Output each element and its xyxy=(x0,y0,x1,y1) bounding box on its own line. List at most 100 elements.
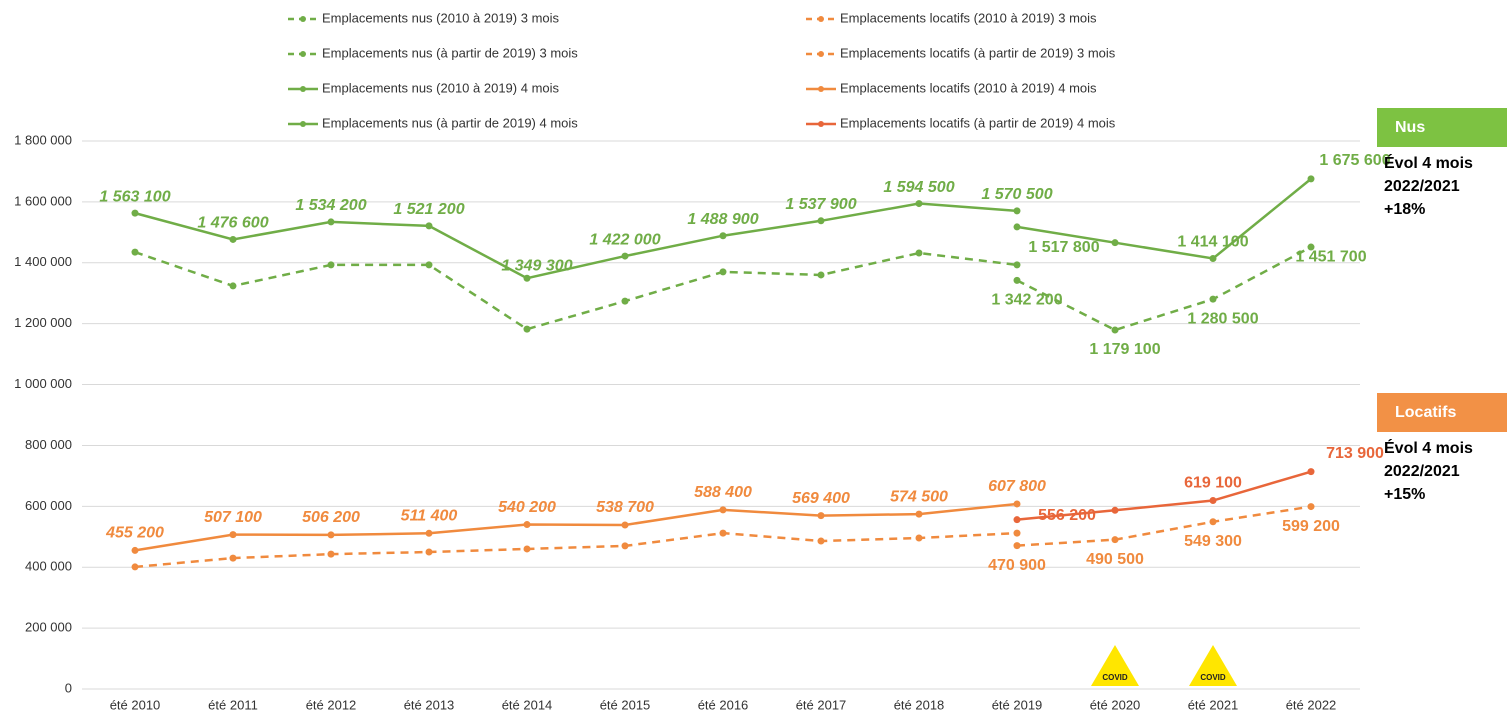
legend-label: Emplacements nus (2010 à 2019) 3 mois xyxy=(322,10,560,25)
data-label: 1 537 900 xyxy=(785,196,856,213)
y-tick-label: 1 200 000 xyxy=(14,315,72,330)
data-label: 607 800 xyxy=(988,478,1046,495)
data-point xyxy=(1307,468,1315,476)
data-label: 1 563 100 xyxy=(99,188,170,205)
data-point xyxy=(1111,536,1119,544)
note-line: Évol 4 mois xyxy=(1384,438,1473,457)
data-label: 1 594 500 xyxy=(883,179,954,196)
data-point xyxy=(425,261,433,269)
y-tick-label: 1 400 000 xyxy=(14,254,72,269)
data-point xyxy=(523,274,531,282)
note-title: Nus xyxy=(1395,119,1425,136)
data-point xyxy=(1013,261,1021,269)
data-point xyxy=(1013,516,1021,524)
data-label: 540 200 xyxy=(498,499,556,516)
data-point xyxy=(1307,243,1315,251)
data-point xyxy=(131,563,139,571)
series-line xyxy=(134,250,1018,331)
x-tick-label: été 2013 xyxy=(404,697,455,712)
x-tick-label: été 2014 xyxy=(502,697,553,712)
data-label: 490 500 xyxy=(1086,551,1144,568)
data-point xyxy=(719,232,727,240)
data-point xyxy=(621,252,629,260)
data-point xyxy=(523,325,531,333)
y-tick-label: 1 600 000 xyxy=(14,193,72,208)
data-point xyxy=(817,537,825,545)
data-label: 511 400 xyxy=(401,508,458,525)
data-point xyxy=(1013,207,1021,215)
data-point xyxy=(817,271,825,279)
data-label: 713 900 xyxy=(1326,445,1384,462)
data-point xyxy=(719,268,727,276)
data-point xyxy=(1307,175,1315,183)
y-tick-label: 200 000 xyxy=(25,620,72,635)
note-box xyxy=(1377,393,1507,432)
data-label: 588 400 xyxy=(694,484,752,501)
y-tick-label: 1 000 000 xyxy=(14,376,72,391)
legend-label: Emplacements locatifs (à partir de 2019)… xyxy=(840,45,1116,60)
data-point xyxy=(1013,276,1021,284)
covid-triangle xyxy=(1189,645,1237,686)
series-line xyxy=(1016,177,1312,260)
data-point xyxy=(327,261,335,269)
data-point xyxy=(425,222,433,230)
x-tick-label: été 2018 xyxy=(894,697,945,712)
data-label: 1 349 300 xyxy=(501,257,572,274)
data-point xyxy=(327,531,335,539)
data-label: 1 414 100 xyxy=(1177,234,1248,251)
data-label: 1 675 600 xyxy=(1319,152,1390,169)
data-point xyxy=(719,529,727,537)
data-point xyxy=(621,542,629,550)
note-line: Évol 4 mois xyxy=(1384,153,1473,172)
legend-marker xyxy=(818,16,824,22)
data-point xyxy=(1111,326,1119,334)
data-point xyxy=(1013,529,1021,537)
data-point xyxy=(621,521,629,529)
note-box xyxy=(1377,108,1507,147)
data-point xyxy=(817,217,825,225)
data-point xyxy=(229,531,237,539)
data-point xyxy=(1111,239,1119,247)
data-label: 599 200 xyxy=(1282,518,1340,535)
data-point xyxy=(915,534,923,542)
x-tick-label: été 2017 xyxy=(796,697,847,712)
data-point xyxy=(817,512,825,520)
data-label: 506 200 xyxy=(302,509,360,526)
y-tick-label: 400 000 xyxy=(25,559,72,574)
data-point xyxy=(1013,542,1021,550)
data-point xyxy=(1013,500,1021,508)
data-label: 1 451 700 xyxy=(1295,248,1366,265)
legend-marker xyxy=(818,51,824,57)
data-label: 1 570 500 xyxy=(981,186,1052,203)
data-point xyxy=(229,554,237,562)
data-label: 1 534 200 xyxy=(295,197,366,214)
data-label: 1 280 500 xyxy=(1187,310,1258,327)
covid-label: COVID xyxy=(1102,673,1128,682)
data-label: 507 100 xyxy=(204,509,262,526)
data-label: 538 700 xyxy=(596,499,654,516)
data-label: 1 342 200 xyxy=(991,292,1062,309)
data-label: 1 521 200 xyxy=(393,201,464,218)
data-point xyxy=(229,282,237,290)
data-point xyxy=(523,521,531,529)
data-point xyxy=(327,550,335,558)
x-tick-label: été 2012 xyxy=(306,697,357,712)
data-point xyxy=(1013,223,1021,231)
note-line: +18% xyxy=(1384,201,1425,218)
note-title: Locatifs xyxy=(1395,404,1456,421)
data-label: 574 500 xyxy=(890,488,948,505)
data-point xyxy=(1209,518,1217,526)
data-point xyxy=(1209,254,1217,262)
data-label: 556 200 xyxy=(1038,507,1096,524)
data-label: 549 300 xyxy=(1184,533,1242,550)
series-line xyxy=(134,202,1018,280)
data-label: 1 488 900 xyxy=(687,211,758,228)
data-label: 1 422 000 xyxy=(589,231,660,248)
data-point xyxy=(915,510,923,518)
data-point xyxy=(229,235,237,243)
legend-marker xyxy=(300,86,306,92)
x-tick-label: été 2021 xyxy=(1188,697,1239,712)
series-line xyxy=(1016,470,1312,521)
data-point xyxy=(719,506,727,514)
